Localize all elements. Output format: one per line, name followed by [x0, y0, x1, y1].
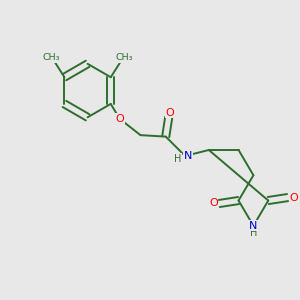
Text: CH₃: CH₃ [42, 53, 60, 62]
Text: O: O [166, 108, 175, 118]
Text: N: N [184, 151, 192, 161]
Text: H: H [174, 154, 181, 164]
Text: O: O [289, 193, 298, 202]
Text: N: N [249, 221, 258, 231]
Text: O: O [209, 199, 218, 208]
Text: O: O [115, 114, 124, 124]
Text: H: H [250, 228, 257, 238]
Text: CH₃: CH₃ [116, 53, 133, 62]
